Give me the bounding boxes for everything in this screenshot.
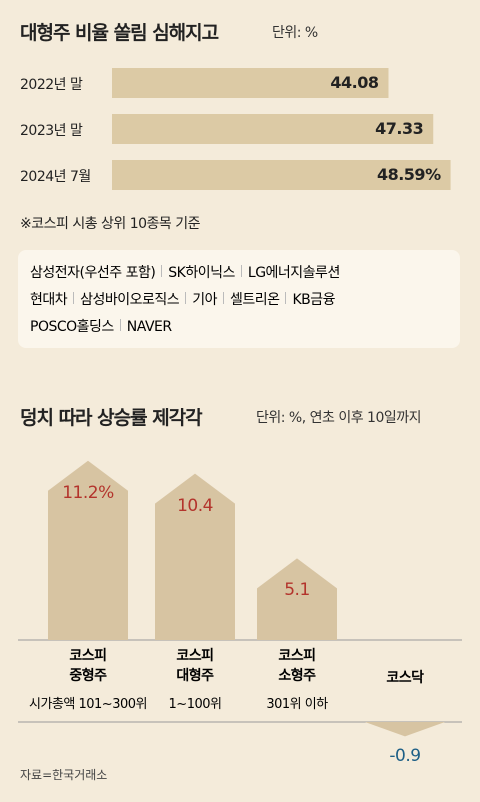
bar (112, 68, 389, 98)
x-tick-label: 코스피 대형주 (176, 648, 214, 684)
source: 자료=한국거래소 (20, 768, 108, 782)
bar (112, 160, 451, 190)
constituent: SK하이닉스 (168, 265, 235, 281)
arrow-bar (155, 473, 235, 640)
x-tick-label: 코스피 소형주 (278, 648, 316, 684)
constituent: LG에너지솔루션 (247, 265, 340, 281)
value-label: 48.59% (376, 165, 441, 184)
x-tick-label: 코스피 중형주 (69, 648, 107, 684)
value-label: 44.08 (330, 73, 379, 92)
unit-label: 단위: % (272, 25, 318, 41)
arrow-bar (257, 558, 337, 640)
constituent-row: 현대차 삼성바이오로직스 기아 셀트리온 KB금융 (30, 289, 336, 309)
x-tick-label: 코스닥 (386, 670, 424, 686)
constituent: 삼성바이오로직스 (80, 292, 180, 308)
arrow-bar (365, 722, 445, 737)
constituent: 셀트리온 (229, 292, 280, 308)
arrow-bar (48, 460, 128, 640)
x-tick-sublabel: 시가총액 101~300위 (29, 697, 147, 712)
separator (240, 265, 242, 277)
separator (161, 265, 163, 277)
value-label: 5.1 (284, 580, 310, 601)
constituent: 현대차 (30, 292, 68, 308)
constituent-row: POSCO홀딩스 NAVER (30, 316, 172, 336)
chart-title: 덩치 따라 상승률 제각각 (20, 407, 203, 429)
bar (112, 114, 434, 144)
value-label: 10.4 (177, 495, 213, 516)
separator (119, 319, 121, 331)
separator (285, 292, 287, 304)
value-label: 11.2% (62, 482, 114, 503)
separator (222, 292, 224, 304)
separator (185, 292, 187, 304)
unit-label: 단위: %, 연초 이후 10일까지 (256, 410, 422, 426)
constituent: KB금융 (292, 292, 336, 308)
y-tick-label: 2023년 말 (20, 123, 83, 139)
x-tick-sublabel: 1~100위 (168, 697, 222, 712)
constituent: NAVER (126, 319, 172, 335)
value-label: -0.9 (389, 746, 421, 767)
value-label: 47.33 (375, 119, 424, 138)
constituent: 기아 (192, 292, 217, 308)
y-tick-label: 2022년 말 (20, 77, 83, 93)
y-tick-label: 2024년 7월 (20, 169, 91, 185)
constituent: 삼성전자(우선주 포함) (30, 265, 156, 281)
note: ※코스피 시총 상위 10종목 기준 (20, 216, 201, 232)
x-tick-sublabel: 301위 이하 (266, 697, 328, 712)
constituent: POSCO홀딩스 (30, 319, 114, 335)
separator (73, 292, 75, 304)
chart-title: 대형주 비율 쏠림 심해지고 (20, 22, 219, 44)
constituent-row: 삼성전자(우선주 포함) SK하이닉스 LG에너지솔루션 (30, 262, 340, 282)
